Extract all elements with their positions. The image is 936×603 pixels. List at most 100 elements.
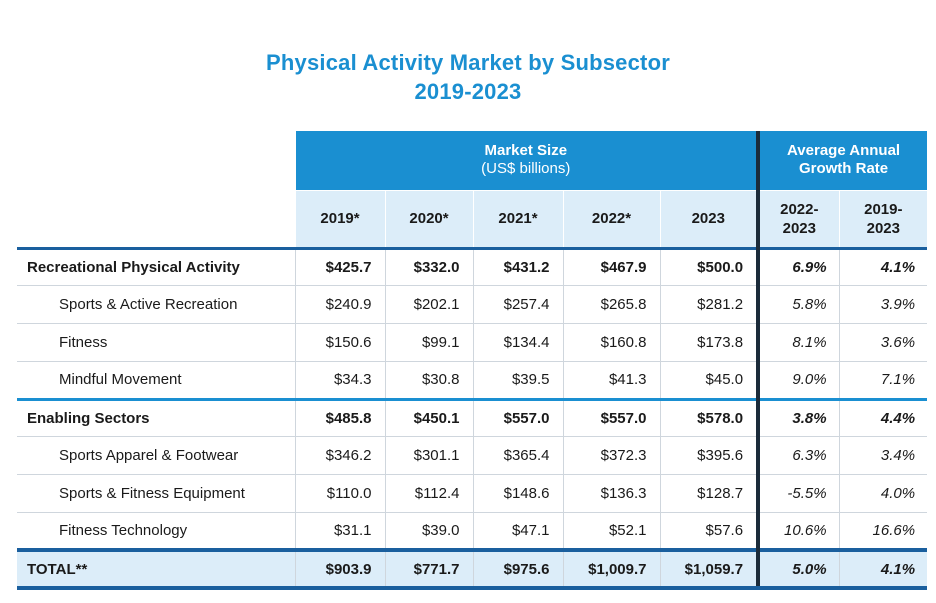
row-label: Sports & Fitness Equipment bbox=[17, 474, 295, 514]
growth-cell: 6.9% bbox=[756, 246, 840, 287]
value-cell: $903.9 bbox=[294, 548, 385, 591]
market-size-header: Market Size (US$ billions) bbox=[294, 131, 759, 190]
row-label: Fitness bbox=[17, 323, 295, 362]
value-cell: $450.1 bbox=[384, 397, 473, 438]
value-cell: $240.9 bbox=[294, 285, 385, 325]
table-row: Enabling Sectors $485.8 $450.1 $557.0 $5… bbox=[17, 397, 928, 438]
year-header: 2020* bbox=[384, 189, 473, 248]
value-cell: $128.7 bbox=[659, 474, 759, 514]
header-corner bbox=[17, 131, 295, 190]
value-cell: $39.0 bbox=[384, 512, 473, 551]
total-row: TOTAL** $903.9 $771.7 $975.6 $1,009.7 $1… bbox=[17, 548, 928, 591]
value-cell: $281.2 bbox=[659, 285, 759, 325]
growth-period-header: 2019- 2023 bbox=[838, 189, 928, 248]
value-cell: $1,059.7 bbox=[659, 548, 759, 591]
growth-cell: 16.6% bbox=[838, 512, 928, 551]
value-cell: $41.3 bbox=[562, 361, 660, 400]
growth-cell: 5.8% bbox=[756, 285, 840, 325]
value-cell: $346.2 bbox=[294, 436, 385, 476]
value-cell: $160.8 bbox=[562, 323, 660, 362]
growth-cell: 9.0% bbox=[756, 361, 840, 400]
value-cell: $136.3 bbox=[562, 474, 660, 514]
growth-label-line2: Growth Rate bbox=[798, 160, 889, 178]
value-cell: $150.6 bbox=[294, 323, 385, 362]
growth-label-line1: Average Annual bbox=[787, 142, 901, 160]
growth-cell: 10.6% bbox=[756, 512, 840, 551]
growth-cell: 7.1% bbox=[838, 361, 928, 400]
value-cell: $332.0 bbox=[384, 246, 473, 287]
market-size-label: Market Size bbox=[484, 142, 568, 160]
value-cell: $771.7 bbox=[384, 548, 473, 591]
value-cell: $257.4 bbox=[472, 285, 563, 325]
value-cell: $110.0 bbox=[294, 474, 385, 514]
row-label: Sports & Active Recreation bbox=[17, 285, 295, 325]
value-cell: $467.9 bbox=[562, 246, 660, 287]
table-row: Sports Apparel & Footwear $346.2 $301.1 … bbox=[17, 436, 928, 476]
value-cell: $975.6 bbox=[472, 548, 563, 591]
row-label: Sports Apparel & Footwear bbox=[17, 436, 295, 476]
growth-cell: 4.0% bbox=[838, 474, 928, 514]
value-cell: $52.1 bbox=[562, 512, 660, 551]
value-cell: $578.0 bbox=[659, 397, 759, 438]
row-label: Fitness Technology bbox=[17, 512, 295, 551]
growth-cell: 5.0% bbox=[756, 548, 840, 591]
growth-period-line2: 2023 bbox=[866, 219, 900, 237]
growth-cell: 4.4% bbox=[838, 397, 928, 438]
growth-period-line1: 2022- bbox=[780, 200, 819, 218]
value-cell: $173.8 bbox=[659, 323, 759, 362]
row-label: Mindful Movement bbox=[17, 361, 295, 400]
value-cell: $148.6 bbox=[472, 474, 563, 514]
growth-cell: -5.5% bbox=[756, 474, 840, 514]
table-row: Mindful Movement $34.3 $30.8 $39.5 $41.3… bbox=[17, 361, 928, 400]
value-cell: $134.4 bbox=[472, 323, 563, 362]
value-cell: $31.1 bbox=[294, 512, 385, 551]
value-cell: $1,009.7 bbox=[562, 548, 660, 591]
growth-cell: 3.8% bbox=[756, 397, 840, 438]
table-row: Sports & Fitness Equipment $110.0 $112.4… bbox=[17, 474, 928, 514]
value-cell: $485.8 bbox=[294, 397, 385, 438]
value-cell: $557.0 bbox=[472, 397, 563, 438]
value-cell: $431.2 bbox=[472, 246, 563, 287]
value-cell: $57.6 bbox=[659, 512, 759, 551]
value-cell: $99.1 bbox=[384, 323, 473, 362]
value-cell: $395.6 bbox=[659, 436, 759, 476]
growth-cell: 4.1% bbox=[838, 548, 928, 591]
value-cell: $47.1 bbox=[472, 512, 563, 551]
growth-period-header: 2022- 2023 bbox=[756, 189, 840, 248]
year-header: 2023 bbox=[659, 189, 759, 248]
title-line-1: Physical Activity Market by Subsector bbox=[266, 50, 670, 75]
table-row: Fitness $150.6 $99.1 $134.4 $160.8 $173.… bbox=[17, 323, 928, 362]
title-line-2: 2019-2023 bbox=[414, 79, 522, 104]
value-cell: $500.0 bbox=[659, 246, 759, 287]
growth-cell: 3.9% bbox=[838, 285, 928, 325]
value-cell: $39.5 bbox=[472, 361, 563, 400]
table-row: Recreational Physical Activity $425.7 $3… bbox=[17, 246, 928, 287]
value-cell: $265.8 bbox=[562, 285, 660, 325]
year-header: 2019* bbox=[294, 189, 385, 248]
value-cell: $365.4 bbox=[472, 436, 563, 476]
row-label: TOTAL** bbox=[17, 548, 295, 591]
row-label: Recreational Physical Activity bbox=[17, 246, 295, 287]
value-cell: $425.7 bbox=[294, 246, 385, 287]
value-cell: $112.4 bbox=[384, 474, 473, 514]
value-cell: $202.1 bbox=[384, 285, 473, 325]
year-header: 2022* bbox=[562, 189, 660, 248]
value-cell: $30.8 bbox=[384, 361, 473, 400]
growth-cell: 4.1% bbox=[838, 246, 928, 287]
growth-period-line2: 2023 bbox=[782, 219, 816, 237]
table-row: Sports & Active Recreation $240.9 $202.1… bbox=[17, 285, 928, 325]
growth-rate-header: Average Annual Growth Rate bbox=[756, 131, 928, 190]
row-label: Enabling Sectors bbox=[17, 397, 295, 438]
growth-period-line1: 2019- bbox=[864, 200, 903, 218]
market-table: Market Size (US$ billions) Average Annua… bbox=[17, 131, 928, 591]
table-title: Physical Activity Market by Subsector 20… bbox=[0, 48, 936, 106]
growth-cell: 3.4% bbox=[838, 436, 928, 476]
growth-cell: 3.6% bbox=[838, 323, 928, 362]
value-cell: $301.1 bbox=[384, 436, 473, 476]
growth-cell: 8.1% bbox=[756, 323, 840, 362]
market-size-unit: (US$ billions) bbox=[481, 160, 571, 178]
year-header: 2021* bbox=[472, 189, 563, 248]
table-row: Fitness Technology $31.1 $39.0 $47.1 $52… bbox=[17, 512, 928, 551]
value-cell: $45.0 bbox=[659, 361, 759, 400]
header-blank bbox=[17, 190, 295, 248]
